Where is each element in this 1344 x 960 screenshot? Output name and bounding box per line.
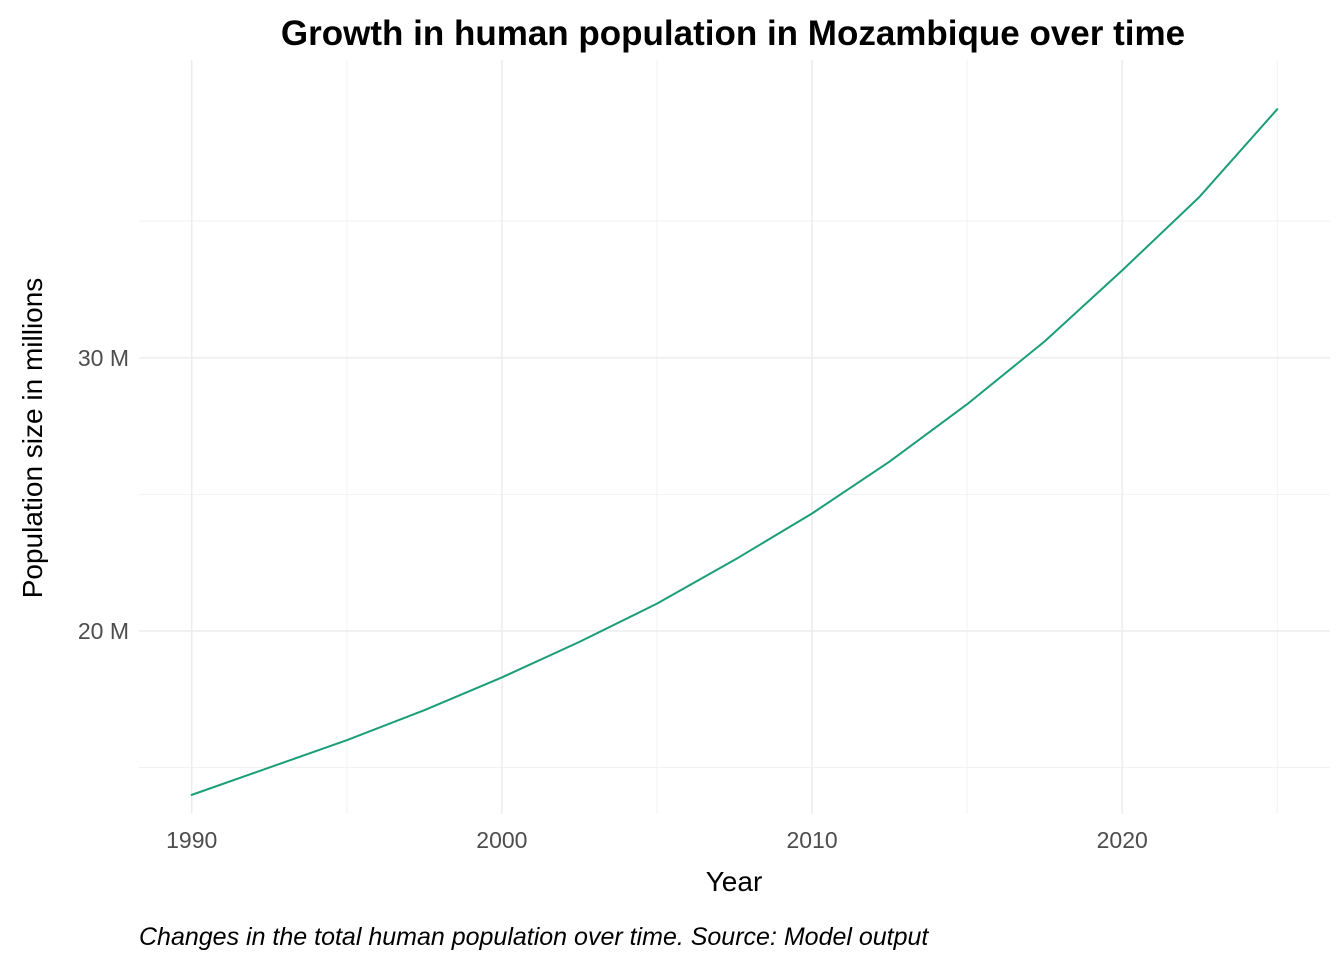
plot-area — [190, 108, 1279, 796]
axis-ticks: 1990 2000 2010 2020 20 M 30 M — [78, 345, 1148, 853]
population-line — [190, 108, 1279, 796]
grid — [139, 60, 1330, 814]
x-tick-label: 2000 — [476, 827, 527, 853]
chart-title: Growth in human population in Mozambique… — [281, 14, 1185, 53]
x-axis-title: Year — [706, 866, 763, 897]
y-tick-label: 30 M — [78, 345, 129, 371]
y-axis-title: Population size in millions — [17, 278, 48, 599]
x-tick-label: 1990 — [166, 827, 217, 853]
chart-caption: Changes in the total human population ov… — [139, 923, 929, 951]
y-tick-label: 20 M — [78, 618, 129, 644]
x-tick-label: 2020 — [1097, 827, 1148, 853]
x-tick-label: 2010 — [786, 827, 837, 853]
